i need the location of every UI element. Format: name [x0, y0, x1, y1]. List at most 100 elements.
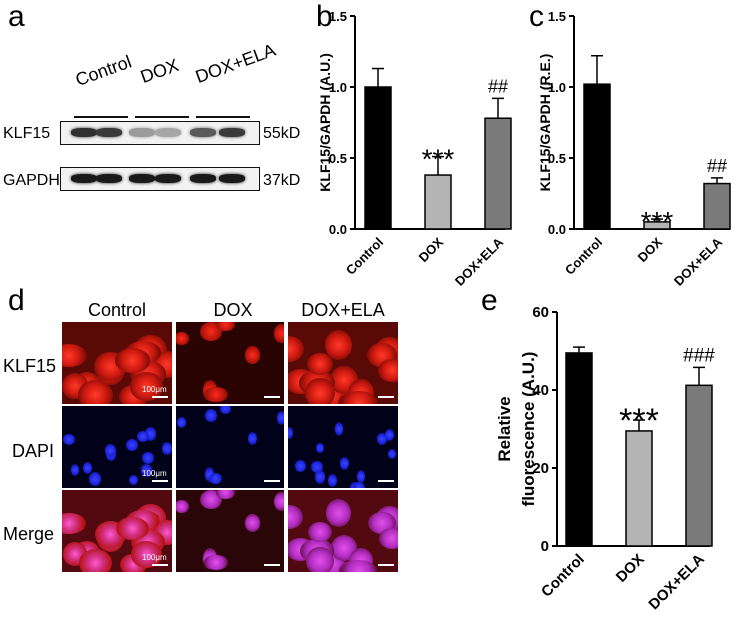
significance-label: *** — [641, 206, 674, 237]
y-tick-label: 0.5 — [329, 151, 347, 166]
cell — [307, 522, 333, 543]
category-label: Control — [562, 235, 605, 278]
micro-tile-merge-2 — [288, 490, 398, 572]
blot-strip-klf15 — [60, 121, 260, 145]
y-tick-label: 0.0 — [548, 222, 566, 237]
scale-bar — [264, 564, 280, 566]
scale-bar-label: 100μm — [142, 553, 167, 562]
y-tick-label: 0.5 — [548, 151, 566, 166]
cell — [70, 464, 80, 476]
cell — [245, 345, 260, 364]
cell — [216, 490, 235, 500]
wb-lane-label-dox: DOX — [137, 54, 182, 88]
y-axis-label: KLF15/GAPDH (R.E.) — [537, 54, 553, 192]
cell — [274, 324, 284, 344]
category-label: DOX — [613, 551, 648, 586]
panel-letter-a: a — [8, 0, 25, 33]
wb-lane-label-control: Control — [72, 51, 135, 91]
cell — [144, 426, 156, 441]
cell — [341, 559, 377, 572]
significance-label: *** — [619, 402, 659, 440]
cell — [209, 472, 223, 485]
y-tick-label: 1.0 — [548, 80, 566, 95]
cell — [82, 462, 92, 475]
micro-tile-klf15-0: 100μm — [62, 322, 172, 404]
scale-bar-label: 100μm — [142, 469, 167, 478]
significance-label: *** — [422, 144, 455, 175]
cell — [274, 492, 284, 512]
micro-tile-dapi-0: 100μm — [62, 406, 172, 488]
scale-bar — [378, 480, 394, 482]
cell — [205, 408, 218, 423]
cell — [136, 431, 149, 442]
blot-band — [219, 174, 245, 183]
cell — [339, 457, 349, 471]
cell — [327, 474, 337, 488]
cell — [140, 463, 152, 478]
y-axis-label-line: fluorescence (A.U.) — [519, 352, 538, 507]
micro-tile-merge-1 — [176, 490, 284, 572]
cell — [277, 411, 284, 425]
micro-col-label-dox: DOX — [213, 300, 253, 320]
cell — [162, 442, 172, 455]
cell — [220, 406, 231, 414]
cell — [176, 331, 190, 346]
wb-kd-klf15: 55kD — [263, 125, 301, 142]
y-tick-label: 1.0 — [329, 80, 347, 95]
micro-tile-dapi-2 — [288, 406, 398, 488]
micro-tile-klf15-2 — [288, 322, 398, 404]
cell — [326, 498, 352, 527]
bar-dox — [625, 430, 653, 547]
cell — [305, 377, 335, 404]
blot-band — [155, 128, 181, 137]
cell — [325, 329, 353, 360]
cell — [176, 499, 190, 514]
cell — [128, 474, 139, 486]
scale-bar — [264, 396, 280, 398]
scale-bar — [378, 564, 394, 566]
blot-band — [190, 128, 216, 137]
y-tick-label: 20 — [532, 460, 549, 477]
scale-bar — [152, 396, 168, 398]
cell — [126, 439, 139, 451]
cell — [104, 443, 116, 457]
bar-dox+ela — [685, 384, 713, 547]
cell — [356, 470, 365, 484]
cell — [77, 379, 113, 404]
cell — [176, 417, 187, 428]
y-tick-label: 1.5 — [329, 9, 347, 24]
cell — [384, 428, 394, 441]
cell — [89, 471, 102, 486]
y-tick-label: 1.5 — [548, 9, 566, 24]
cell — [204, 555, 228, 570]
micro-tile-merge-0: 100μm — [62, 490, 172, 572]
blot-band — [71, 174, 97, 183]
cell — [114, 348, 150, 374]
wb-row-label-gapdh: GAPDH — [3, 172, 60, 189]
category-label: DOX — [635, 234, 666, 265]
cell — [130, 541, 162, 568]
cell — [245, 513, 260, 532]
scale-bar — [378, 396, 394, 398]
cell — [62, 512, 87, 534]
cell — [315, 443, 325, 454]
scale-bar — [152, 564, 168, 566]
wb-kd-gapdh: 37kD — [263, 172, 301, 189]
lane-group-line-dox — [135, 116, 189, 118]
cell — [247, 432, 257, 446]
cell — [315, 469, 325, 484]
bar-dox — [424, 174, 452, 230]
blot-band — [155, 174, 181, 183]
bar-control — [364, 86, 392, 230]
y-axis-label: KLF15/GAPDH (A.U.) — [317, 53, 333, 191]
cell — [306, 353, 334, 376]
scale-bar — [152, 480, 168, 482]
category-label: Control — [343, 235, 386, 278]
blot-band — [129, 128, 155, 137]
blot-band — [219, 128, 245, 137]
scale-bar — [264, 480, 280, 482]
cell — [378, 358, 398, 382]
cell — [387, 448, 397, 460]
micro-row-label-dapi: DAPI — [12, 441, 55, 461]
